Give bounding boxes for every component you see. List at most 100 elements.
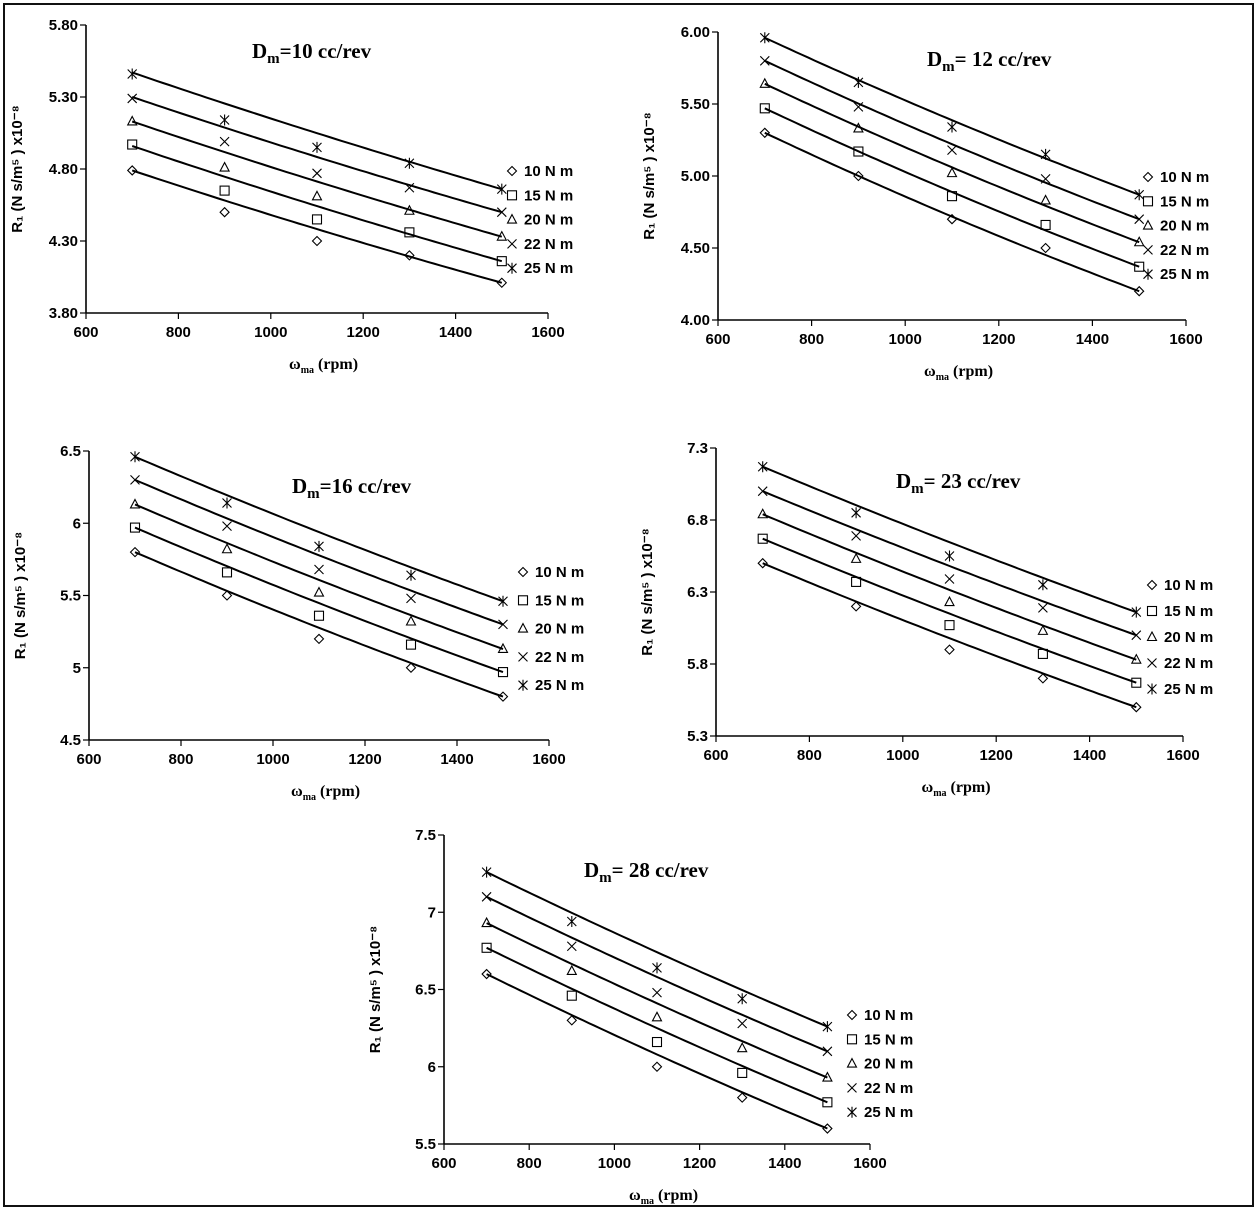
data-point-star bbox=[822, 1021, 833, 1033]
y-axis-label: R₁ (N s/m⁵ ) x10⁻⁸ bbox=[641, 112, 658, 239]
legend-label: 20 N m bbox=[524, 212, 573, 229]
fit-curve-triangle bbox=[134, 503, 504, 650]
data-point-star bbox=[944, 550, 955, 562]
legend-marker-x bbox=[507, 239, 517, 249]
y-tick-label: 3.80 bbox=[49, 305, 78, 322]
legend-marker-x bbox=[1143, 245, 1153, 255]
data-point-square bbox=[737, 1067, 748, 1078]
y-tick-label: 4.50 bbox=[681, 240, 710, 257]
data-point-diamond bbox=[219, 206, 230, 218]
data-point-star bbox=[851, 507, 861, 519]
data-point-x bbox=[652, 987, 662, 998]
x-tick-label: 1400 bbox=[1073, 747, 1106, 764]
legend-label: 10 N m bbox=[864, 1007, 913, 1024]
data-point-star bbox=[1131, 606, 1142, 618]
data-point-diamond bbox=[404, 250, 415, 261]
y-tick-label: 4.80 bbox=[49, 161, 78, 178]
data-point-diamond bbox=[651, 1061, 663, 1073]
legend-label: 15 N m bbox=[535, 592, 584, 609]
y-tick-label: 5.80 bbox=[49, 17, 78, 34]
data-point-square bbox=[219, 185, 230, 196]
fit-curve-square bbox=[131, 145, 503, 263]
fit-curve-square bbox=[762, 537, 1137, 684]
data-point-star bbox=[222, 497, 232, 509]
x-tick-label: 1600 bbox=[532, 751, 565, 768]
chart-panel-1: 600 800 1000 1200 1400 1600 3.80 4.30 4.80 5.30 5.… bbox=[9, 17, 573, 376]
data-point-star bbox=[404, 157, 415, 169]
data-point-square bbox=[851, 576, 862, 587]
data-point-triangle bbox=[1133, 236, 1145, 247]
legend-label: 15 N m bbox=[1160, 193, 1209, 210]
fit-curve-x bbox=[134, 478, 504, 626]
data-point-triangle bbox=[759, 77, 771, 88]
x-tick-label: 1000 bbox=[598, 1155, 631, 1172]
x-tick-label: 1400 bbox=[439, 324, 472, 341]
data-point-x bbox=[312, 168, 322, 179]
data-point-x bbox=[759, 55, 770, 66]
chart-title-rest: = 12 cc/rev bbox=[955, 47, 1052, 71]
chart-title-rest: = 23 cc/rev bbox=[924, 469, 1021, 493]
data-point-star bbox=[1038, 579, 1048, 591]
legend-label: 22 N m bbox=[535, 649, 584, 666]
y-tick-label: 5.50 bbox=[681, 96, 710, 113]
chart-title-rest: =10 cc/rev bbox=[280, 39, 372, 63]
chart-title-subscript: m bbox=[307, 486, 320, 502]
data-point-star bbox=[406, 569, 416, 581]
legend-label: 22 N m bbox=[1160, 242, 1209, 259]
x-tick-label: 1200 bbox=[347, 324, 380, 341]
legend-label: 10 N m bbox=[1160, 169, 1209, 186]
chart-title: Dm=16 cc/rev bbox=[292, 474, 412, 502]
x-axis-label-rest: (rpm) bbox=[654, 1187, 698, 1204]
data-point-square bbox=[1037, 648, 1048, 659]
y-tick-label: 6.3 bbox=[687, 584, 708, 601]
legend-marker-triangle bbox=[1146, 630, 1158, 642]
chart-title-rest: =16 cc/rev bbox=[320, 474, 412, 498]
data-point-diamond bbox=[759, 127, 771, 139]
data-point-square bbox=[1040, 219, 1051, 231]
data-point-x bbox=[944, 574, 955, 584]
data-point-star bbox=[1134, 189, 1145, 201]
x-tick-label: 600 bbox=[705, 331, 730, 348]
fit-curve-triangle bbox=[131, 120, 503, 238]
y-tick-label: 5 bbox=[73, 660, 81, 677]
fit-curve-diamond bbox=[764, 131, 1140, 293]
data-point-x bbox=[481, 891, 492, 902]
data-point-x bbox=[1134, 214, 1145, 225]
data-point-star bbox=[652, 962, 662, 974]
data-point-diamond bbox=[129, 546, 141, 558]
fit-curve-triangle bbox=[764, 82, 1140, 244]
legend-marker-diamond bbox=[846, 1009, 858, 1021]
x-axis-label-rest: (rpm) bbox=[316, 783, 360, 800]
x-axis-label-subscript: ma bbox=[301, 365, 314, 376]
y-tick-label: 7.5 bbox=[415, 827, 436, 844]
data-point-diamond bbox=[497, 691, 509, 702]
chart-title-subscript: m bbox=[599, 870, 612, 886]
legend-label: 15 N m bbox=[864, 1031, 913, 1048]
legend-marker-square bbox=[517, 595, 529, 606]
x-axis-label-subscript: ma bbox=[933, 788, 946, 799]
data-point-x bbox=[757, 486, 768, 497]
data-point-square bbox=[1134, 261, 1145, 272]
chart-panel-5: 600 800 1000 1200 1400 1600 5.5 6 6.5 7 7.5 Dm= 28 … bbox=[367, 827, 913, 1207]
data-point-diamond bbox=[850, 601, 862, 612]
legend-marker-diamond bbox=[517, 566, 529, 578]
y-tick-label: 5.8 bbox=[687, 656, 708, 673]
data-point-square bbox=[496, 256, 507, 267]
x-tick-label: 800 bbox=[517, 1155, 542, 1172]
data-point-diamond bbox=[221, 590, 233, 601]
y-axis-label: R₁ (N s/m⁵ ) x10⁻⁸ bbox=[12, 532, 29, 659]
x-tick-label: 1600 bbox=[1166, 747, 1199, 764]
x-axis-label: ωma (rpm) bbox=[289, 356, 358, 376]
legend-marker-diamond bbox=[1142, 171, 1154, 183]
fit-curve-diamond bbox=[762, 562, 1137, 709]
data-point-x bbox=[127, 93, 138, 104]
data-point-triangle bbox=[944, 595, 955, 607]
chart-panel-3: 600 800 1000 1200 1400 1600 4.5 5 5.5 6 6.5 Dm=16 c… bbox=[12, 443, 584, 803]
legend-label: 20 N m bbox=[1164, 629, 1213, 646]
data-point-diamond bbox=[1040, 242, 1051, 254]
data-point-diamond bbox=[126, 165, 138, 176]
data-point-square bbox=[481, 942, 492, 953]
x-tick-label: 1000 bbox=[254, 324, 287, 341]
y-tick-label: 5.5 bbox=[415, 1136, 436, 1153]
data-point-diamond bbox=[313, 633, 325, 645]
